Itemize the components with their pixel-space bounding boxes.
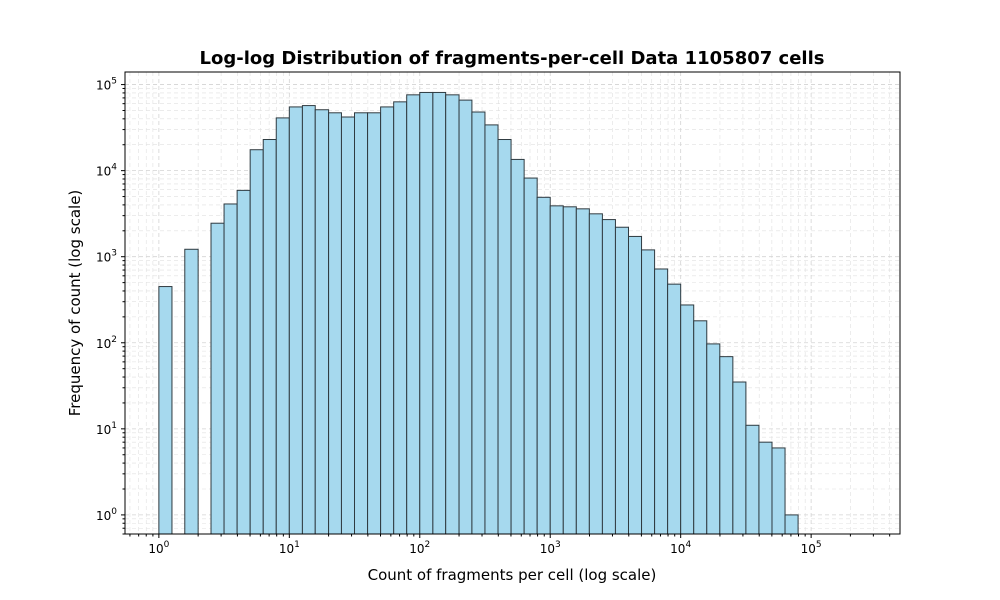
- x-tick-label: 105: [801, 540, 822, 556]
- histogram-bar: [354, 112, 369, 535]
- y-tick-label: 100: [96, 507, 117, 523]
- y-tick-label: 103: [96, 249, 117, 265]
- histogram-bar: [249, 149, 264, 535]
- plot-frame: [124, 71, 901, 535]
- histogram-bar: [497, 139, 512, 535]
- histogram-bar: [314, 109, 330, 535]
- histogram-bar: [393, 101, 408, 535]
- histogram-bar: [614, 226, 629, 535]
- y-tick-label: 102: [96, 335, 117, 351]
- histogram-bar: [262, 139, 277, 535]
- histogram-bar: [562, 206, 577, 535]
- histogram-bar: [328, 112, 342, 535]
- histogram-bar: [758, 441, 773, 535]
- histogram-bar: [301, 105, 316, 535]
- y-tick-label: 105: [96, 77, 117, 93]
- x-tick-label: 103: [540, 540, 561, 556]
- histogram-bar: [588, 213, 603, 535]
- histogram-bar: [719, 356, 734, 535]
- axis-ticks: 100 101 102 103 104 105 100 101 102 103 104 105: [96, 77, 891, 556]
- histogram-bar: [184, 248, 199, 535]
- x-tick-label: 104: [670, 540, 691, 556]
- x-tick-label: 100: [148, 540, 169, 556]
- histogram-bar: [706, 343, 721, 535]
- histogram-bar: [510, 158, 525, 535]
- x-axis-label: Count of fragments per cell (log scale): [368, 566, 657, 584]
- histogram-bar: [380, 106, 395, 535]
- y-tick-label: 104: [96, 163, 117, 179]
- chart-title: Log-log Distribution of fragments-per-ce…: [200, 48, 825, 69]
- histogram-bars: [158, 91, 799, 535]
- histogram-bar: [484, 124, 499, 535]
- histogram-bar: [445, 94, 460, 535]
- histogram-bar: [523, 177, 538, 535]
- histogram-bar: [575, 208, 590, 535]
- histogram-bar: [210, 222, 225, 535]
- histogram-bar: [236, 189, 251, 535]
- histogram-bar: [275, 117, 290, 535]
- histogram-bar: [367, 112, 382, 535]
- histogram-bar: [288, 106, 303, 535]
- histogram-bar: [406, 94, 421, 535]
- histogram-bar: [601, 219, 616, 535]
- histogram-bar: [536, 196, 551, 535]
- histogram-bar: [223, 203, 238, 535]
- histogram-bar: [471, 111, 486, 535]
- y-tick-label: 101: [96, 421, 117, 437]
- histogram-bar: [745, 424, 760, 535]
- histogram-bar: [641, 249, 656, 535]
- histogram-bar: [340, 116, 356, 535]
- histogram-bar: [667, 283, 682, 535]
- histogram-bar: [771, 447, 786, 535]
- histogram-bar: [419, 91, 434, 535]
- histogram-bar: [627, 235, 643, 535]
- y-axis-label: Frequency of count (log scale): [66, 190, 84, 417]
- histogram-bar: [732, 381, 747, 535]
- x-tick-label: 102: [409, 540, 430, 556]
- histogram-bar: [432, 91, 447, 535]
- histogram-bar: [549, 205, 564, 535]
- histogram-bar: [158, 286, 173, 535]
- histogram-bar: [458, 99, 473, 535]
- histogram-bar: [654, 268, 669, 535]
- x-tick-label: 101: [279, 540, 300, 556]
- histogram-bar: [784, 514, 799, 535]
- histogram-bar: [693, 320, 708, 535]
- histogram-bar: [680, 304, 695, 535]
